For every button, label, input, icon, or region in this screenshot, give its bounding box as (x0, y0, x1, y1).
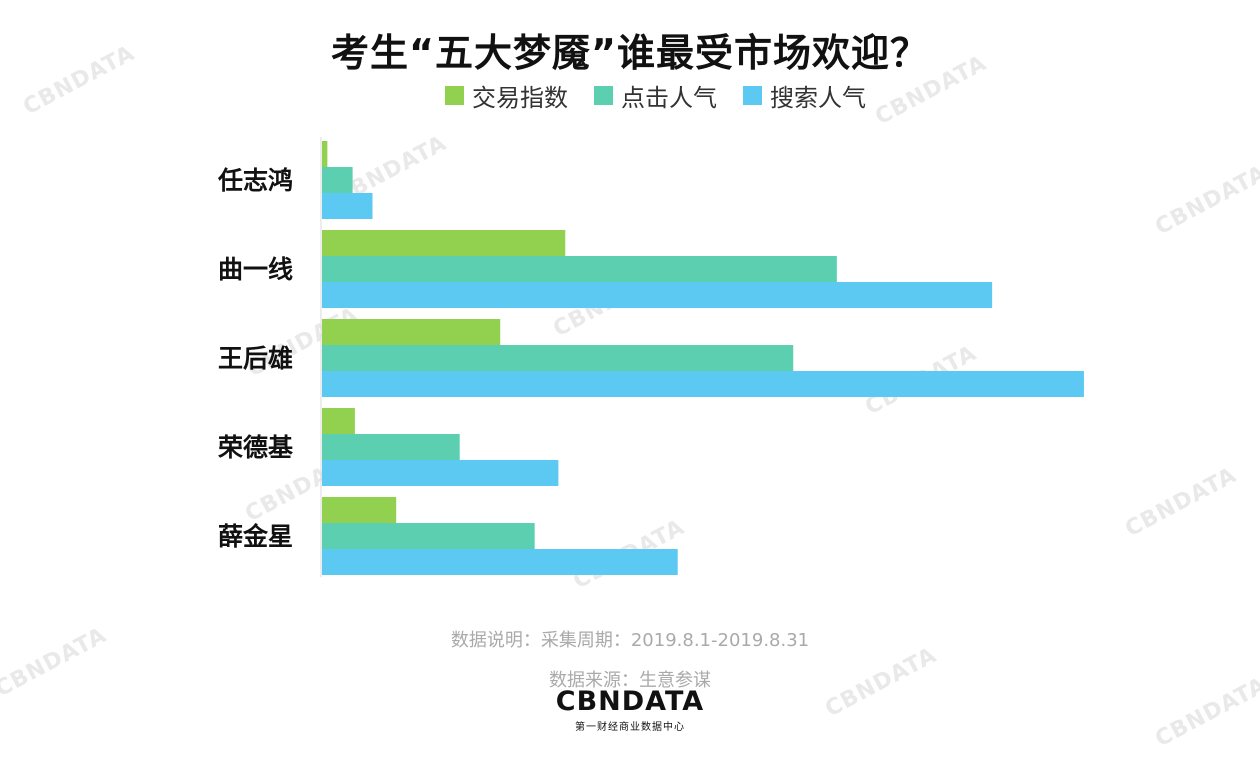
bar-click (322, 434, 460, 460)
bar-click (322, 167, 353, 193)
legend-item-search: 搜索人气 (743, 78, 866, 113)
logo-tagline: 第一财经商业数据中心 (575, 722, 685, 733)
legend-label: 交易指数 (472, 84, 568, 112)
chart-title: 考生“五大梦魇”谁最受市场欢迎？ (331, 31, 929, 75)
bar-search (322, 371, 1084, 397)
legend-item-click: 点击人气 (594, 78, 717, 113)
category-label: 薛金星 (218, 522, 293, 551)
bar-trade (322, 319, 501, 345)
bar-click (322, 523, 535, 549)
category-label: 任志鸿 (217, 166, 293, 195)
bar-click (322, 345, 794, 371)
bar-trade (322, 141, 328, 167)
cbndata-logo: CBNDATA 第一财经商业数据中心 (0, 686, 1260, 733)
bar-trade (322, 408, 355, 434)
data-note: 数据说明：采集周期：2019.8.1-2019.8.31 (450, 630, 810, 651)
category-label: 荣德基 (218, 433, 293, 462)
chart-legend: 交易指数 点击人气 搜索人气 (445, 78, 866, 113)
bar-search (322, 549, 678, 575)
legend-swatch (594, 86, 613, 105)
legend-label: 点击人气 (621, 84, 717, 112)
category-label: 王后雄 (218, 344, 293, 373)
data-source: 数据来源：生意参谋 (549, 670, 711, 691)
bar-search (322, 282, 993, 308)
legend-swatch (445, 86, 464, 105)
category-label: 曲一线 (218, 255, 293, 284)
logo-wordmark: CBNDATA (555, 686, 705, 717)
legend-label: 搜索人气 (770, 84, 866, 112)
legend-item-trade: 交易指数 (445, 78, 568, 113)
legend-swatch (743, 86, 762, 105)
bar-click (322, 256, 837, 282)
bar-trade (322, 497, 397, 523)
bar-search (322, 460, 559, 486)
bar-trade (322, 230, 566, 256)
bar-search (322, 193, 373, 219)
